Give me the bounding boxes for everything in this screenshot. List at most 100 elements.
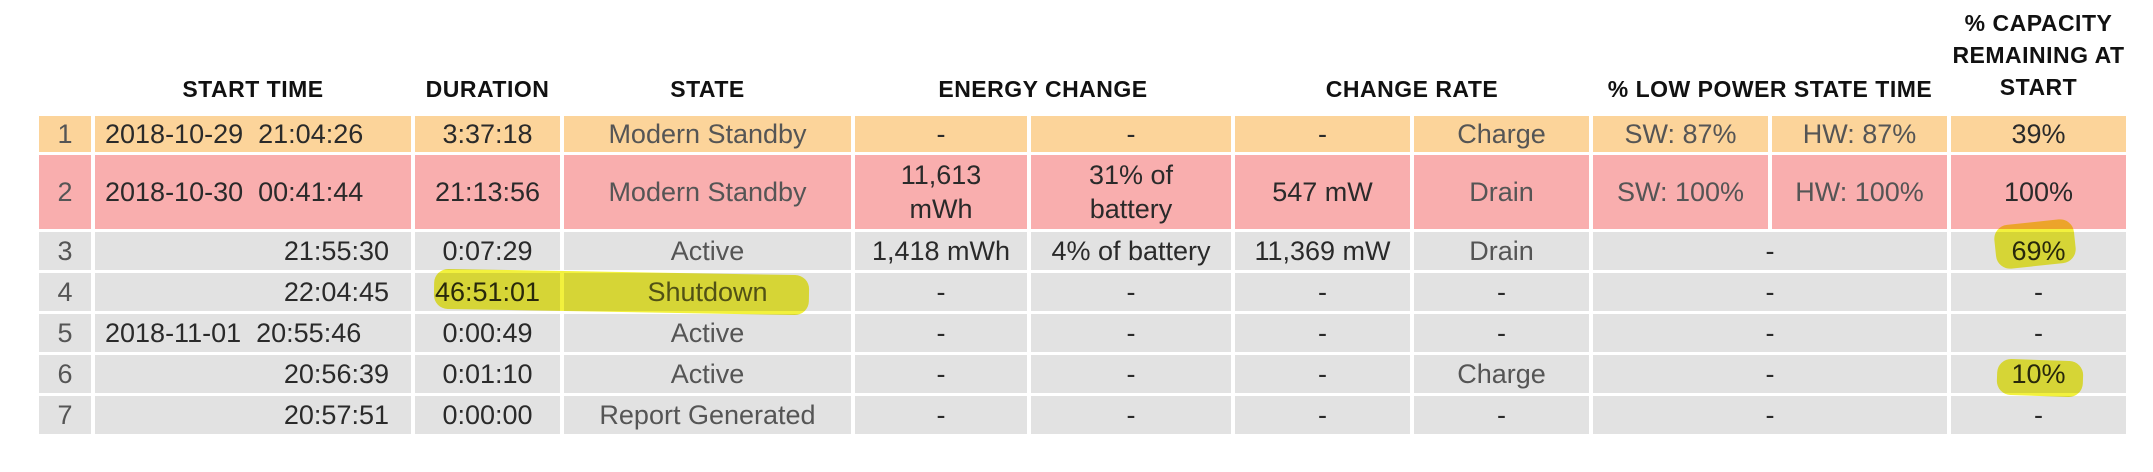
state-cell: Modern Standby	[564, 116, 851, 152]
header-row: START TIME DURATION STATE ENERGY CHANGE …	[39, 3, 2126, 113]
duration-cell: 46:51:01	[415, 273, 560, 311]
energy-mwh-text: 11,613 mWh	[900, 160, 982, 224]
change-type-cell: -	[1414, 314, 1589, 352]
start-time-cell: 21:55:30	[95, 232, 411, 270]
low-power-cell: -	[1593, 314, 1947, 352]
change-rate-cell: -	[1235, 273, 1410, 311]
change-type-cell: Drain	[1414, 232, 1589, 270]
change-rate-cell: -	[1235, 355, 1410, 393]
row-number: 7	[39, 396, 91, 434]
row-number: 5	[39, 314, 91, 352]
battery-usage-table: START TIME DURATION STATE ENERGY CHANGE …	[35, 0, 2130, 437]
change-type-cell: Charge	[1414, 116, 1589, 152]
start-clock: 20:57:51	[283, 400, 389, 430]
change-type-cell: Charge	[1414, 355, 1589, 393]
row-number: 4	[39, 273, 91, 311]
change-type-cell: Drain	[1414, 155, 1589, 229]
start-time-cell: 22:04:45	[95, 273, 411, 311]
start-clock: 20:55:46	[256, 318, 362, 348]
sw-low-power-cell: SW: 100%	[1593, 155, 1768, 229]
start-time-cell: 20:57:51	[95, 396, 411, 434]
energy-change-mwh-cell: -	[855, 396, 1027, 434]
capacity-cell: 100%	[1951, 155, 2126, 229]
duration-cell: 0:00:00	[415, 396, 560, 434]
col-header-change-rate[interactable]: CHANGE RATE	[1325, 76, 1499, 102]
start-date: 2018-10-30	[105, 177, 244, 207]
row-number: 6	[39, 355, 91, 393]
hw-low-power-cell: HW: 100%	[1772, 155, 1947, 229]
change-rate-cell: -	[1235, 116, 1410, 152]
col-header-energy-change[interactable]: ENERGY CHANGE	[938, 76, 1148, 102]
start-clock: 22:04:45	[283, 277, 389, 307]
energy-change-pct-cell: 4% of battery	[1031, 232, 1231, 270]
state-cell: Active	[564, 314, 851, 352]
change-type-cell: -	[1414, 273, 1589, 311]
change-type-cell: -	[1414, 396, 1589, 434]
start-date: 2018-10-29	[105, 119, 244, 149]
start-time-cell: 20:56:39	[95, 355, 411, 393]
energy-change-pct-cell: -	[1031, 273, 1231, 311]
col-header-index	[39, 3, 91, 113]
energy-change-pct-cell: -	[1031, 355, 1231, 393]
col-header-low-power-state-time[interactable]: % LOW POWER STATE TIME	[1607, 76, 1933, 102]
energy-pct-text: 31% of battery	[1088, 160, 1174, 224]
duration-cell: 21:13:56	[415, 155, 560, 229]
col-header-capacity-remaining[interactable]: % CAPACITY REMAINING AT START	[1952, 10, 2125, 100]
table-row[interactable]: 6 20:56:39 0:01:10 Active - - - Charge -…	[39, 355, 2126, 393]
energy-change-mwh-cell: -	[855, 355, 1027, 393]
energy-change-pct-cell: -	[1031, 314, 1231, 352]
start-clock: 21:04:26	[258, 119, 364, 149]
capacity-cell: -	[1951, 273, 2126, 311]
energy-change-mwh-cell: 1,418 mWh	[855, 232, 1027, 270]
state-cell: Report Generated	[564, 396, 851, 434]
energy-change-pct-cell: -	[1031, 116, 1231, 152]
duration-cell: 0:00:49	[415, 314, 560, 352]
table-row[interactable]: 1 2018-10-29 21:04:26 3:37:18 Modern Sta…	[39, 116, 2126, 152]
energy-change-pct-cell: 31% of battery	[1031, 155, 1231, 229]
start-time-cell: 2018-11-01 20:55:46	[95, 314, 411, 352]
hw-low-power-cell: HW: 87%	[1772, 116, 1947, 152]
table-row[interactable]: 7 20:57:51 0:00:00 Report Generated - - …	[39, 396, 2126, 434]
row-number: 1	[39, 116, 91, 152]
state-cell: Active	[564, 232, 851, 270]
state-cell: Modern Standby	[564, 155, 851, 229]
col-header-start-time[interactable]: START TIME	[182, 76, 324, 102]
state-cell: Active	[564, 355, 851, 393]
change-rate-cell: -	[1235, 396, 1410, 434]
capacity-cell: 69%	[1951, 232, 2126, 270]
duration-cell: 0:01:10	[415, 355, 560, 393]
duration-cell: 3:37:18	[415, 116, 560, 152]
table-row[interactable]: 3 21:55:30 0:07:29 Active 1,418 mWh 4% o…	[39, 232, 2126, 270]
table-row[interactable]: 5 2018-11-01 20:55:46 0:00:49 Active - -…	[39, 314, 2126, 352]
row-number: 2	[39, 155, 91, 229]
table-row[interactable]: 2 2018-10-30 00:41:44 21:13:56 Modern St…	[39, 155, 2126, 229]
energy-change-mwh-cell: 11,613 mWh	[855, 155, 1027, 229]
row-number: 3	[39, 232, 91, 270]
low-power-cell: -	[1593, 396, 1947, 434]
state-cell: Shutdown	[564, 273, 851, 311]
low-power-cell: -	[1593, 273, 1947, 311]
duration-cell: 0:07:29	[415, 232, 560, 270]
start-time-cell: 2018-10-29 21:04:26	[95, 116, 411, 152]
capacity-cell: 10%	[1951, 355, 2126, 393]
change-rate-cell: 547 mW	[1235, 155, 1410, 229]
start-clock: 21:55:30	[283, 236, 389, 266]
energy-change-mwh-cell: -	[855, 116, 1027, 152]
capacity-cell: -	[1951, 314, 2126, 352]
energy-change-mwh-cell: -	[855, 273, 1027, 311]
start-clock: 00:41:44	[258, 177, 364, 207]
capacity-cell: -	[1951, 396, 2126, 434]
energy-change-mwh-cell: -	[855, 314, 1027, 352]
start-time-cell: 2018-10-30 00:41:44	[95, 155, 411, 229]
col-header-duration[interactable]: DURATION	[425, 76, 550, 102]
table-row[interactable]: 4 22:04:45 46:51:01 Shutdown - - - - - -	[39, 273, 2126, 311]
energy-change-pct-cell: -	[1031, 396, 1231, 434]
low-power-cell: -	[1593, 232, 1947, 270]
capacity-cell: 39%	[1951, 116, 2126, 152]
low-power-cell: -	[1593, 355, 1947, 393]
change-rate-cell: -	[1235, 314, 1410, 352]
start-clock: 20:56:39	[283, 359, 389, 389]
start-date: 2018-11-01	[105, 318, 242, 348]
change-rate-cell: 11,369 mW	[1235, 232, 1410, 270]
col-header-state[interactable]: STATE	[670, 76, 745, 102]
